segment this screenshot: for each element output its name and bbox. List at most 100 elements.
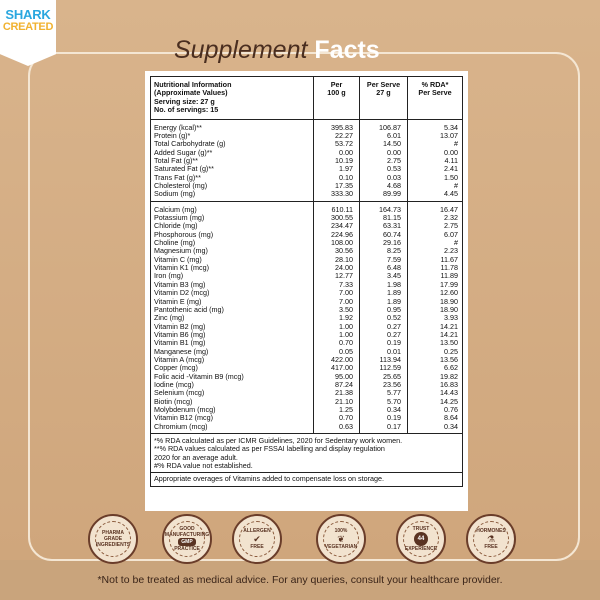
- value-per-100g: 300.55: [313, 213, 360, 223]
- page-title: Supplement Facts: [174, 36, 380, 65]
- certification-badges: PHARMA GRADE INGREDIENTS GOOD MANUFACTURIN…: [0, 514, 600, 566]
- table-row: Magnesium (mg) 30.56 8.25 2.23: [150, 246, 463, 256]
- flask-icon: HORMONES ⚗ FREE: [466, 514, 516, 564]
- value-per-100g: 610.11: [313, 201, 360, 215]
- nutrient-name: Vitamin D2 (mcg): [150, 288, 314, 298]
- value-rda: 0.76: [444, 404, 458, 414]
- value-per-100g: 17.35: [313, 181, 360, 191]
- value-rda: 14.25: [440, 396, 458, 406]
- nutrient-name: Potassium (mg): [150, 213, 314, 223]
- value-per-serve: 60.74: [359, 230, 408, 240]
- table-row: Selenium (mcg) 21.38 5.77 14.43: [150, 388, 463, 398]
- nutrient-name: Zinc (mg): [150, 313, 314, 323]
- value-per-serve: 106.87: [359, 119, 408, 132]
- value-per-serve: 0.27: [359, 330, 408, 340]
- value-per-100g: 1.00: [313, 330, 360, 340]
- nutrient-name: Copper (mcg): [150, 363, 314, 373]
- value-rda: 0.34: [407, 422, 463, 434]
- value-rda: 2.23: [444, 246, 458, 256]
- value-per-serve: 89.99: [359, 190, 408, 202]
- value-per-serve: 14.50: [359, 139, 408, 149]
- value-per-serve: 112.59: [359, 363, 408, 373]
- value-rda: 16.83: [440, 379, 458, 389]
- table-row: Vitamin B12 (mcg) 0.70 0.19 8.64: [150, 413, 463, 423]
- nutrient-name: Calcium (mg): [150, 201, 314, 215]
- nutrient-name: Vitamin B1 (mg): [150, 338, 314, 348]
- nutrient-name: Protein (g)*: [150, 131, 314, 141]
- value-rda: 18.90: [440, 304, 458, 314]
- nutrient-name: Vitamin B3 (mg): [150, 280, 314, 290]
- badge-top-text: 100%: [334, 528, 348, 534]
- value-per-serve: 0.27: [359, 322, 408, 331]
- table-row: Molybdenum (mcg) 1.25 0.34 0.76: [150, 404, 463, 415]
- value-per-serve: 4.68: [359, 181, 408, 191]
- nutrient-name: Vitamin K1 (mcg): [150, 263, 314, 273]
- value-per-serve: 0.19: [359, 413, 408, 423]
- value-rda: 14.21: [440, 321, 458, 331]
- brand-logo-line1: SHARK: [5, 7, 51, 22]
- footnote-line: **% RDA values calculated as per FSSAI l…: [154, 444, 385, 454]
- value-rda: 17.99: [440, 279, 458, 289]
- header-line: No. of servings: 15: [154, 105, 219, 115]
- table-row: Vitamin B2 (mg) 1.00 0.27 14.21: [150, 321, 463, 331]
- header-rda: % RDA* Per Serve: [407, 76, 463, 120]
- value-per-100g: 0.63: [313, 422, 360, 434]
- value-per-100g: 333.30: [313, 190, 360, 202]
- nutrient-name: Chromium (mcg): [150, 422, 314, 434]
- value-per-100g: 7.00: [313, 297, 360, 306]
- value-rda: 12.60: [440, 288, 458, 298]
- table-row: Manganese (mg) 0.05 0.01 0.25: [150, 347, 463, 356]
- nutrient-name: Chloride (mg): [150, 222, 314, 231]
- table-row: Choline (mg) 108.00 29.16 #: [150, 238, 463, 248]
- badge-bottom-text: INGREDIENTS: [95, 542, 131, 548]
- value-per-serve: 6.48: [359, 263, 408, 273]
- value-rda: 6.07: [444, 229, 458, 239]
- value-per-100g: 108.00: [313, 238, 360, 248]
- nutrient-name: Saturated Fat (g)**: [150, 164, 314, 174]
- badge-symbol: ❦: [337, 534, 345, 544]
- table-row: Energy (kcal)** 395.83 106.87 5.34: [150, 119, 463, 132]
- nutrient-name: Iodine (mcg): [150, 380, 314, 390]
- value-per-serve: 0.01: [359, 347, 408, 356]
- badge-symbol: ⚗: [486, 534, 496, 544]
- table-row: Vitamin B1 (mg) 0.70 0.19 13.50: [150, 338, 463, 348]
- value-per-serve: 1.89: [359, 297, 408, 306]
- nutrient-name: Iron (mg): [150, 272, 314, 281]
- header-line: Per: [330, 80, 343, 89]
- value-rda: 3.93: [444, 313, 458, 323]
- value-rda: 16.47: [440, 204, 458, 214]
- title-part1: Supplement: [174, 36, 308, 64]
- table-row: Vitamin D2 (mcg) 7.00 1.89 12.60: [150, 288, 463, 298]
- value-rda: 11.89: [440, 271, 458, 281]
- value-rda: 5.34: [444, 122, 458, 132]
- value-per-serve: 0.53: [359, 164, 408, 174]
- footnote-line: #% RDA value not established.: [154, 460, 253, 470]
- value-per-100g: 1.25: [313, 405, 360, 415]
- table-row: Added Sugar (g)** 0.00 0.00 0.00: [150, 148, 463, 157]
- value-rda: 14.43: [440, 388, 458, 398]
- table-row: Potassium (mg) 300.55 81.15 2.32: [150, 213, 463, 223]
- nutrient-name: Molybdenum (mcg): [150, 405, 314, 415]
- value-rda: 13.07: [440, 130, 458, 140]
- table-row: Vitamin A (mcg) 422.00 113.94 13.56: [150, 355, 463, 365]
- header-line: Per Serve: [418, 88, 452, 98]
- table-row: Folic acid -Vitamin B9 (mcg) 95.00 25.65 19…: [150, 372, 463, 381]
- footnotes: *% RDA calculated as per ICMR Guidelines…: [150, 432, 463, 487]
- value-per-100g: 0.05: [313, 347, 360, 356]
- value-per-100g: 10.19: [313, 156, 360, 166]
- value-per-100g: 7.00: [313, 288, 360, 298]
- value-per-100g: 22.27: [313, 131, 360, 141]
- header-info: Nutritional Information (Approximate Valu…: [150, 76, 314, 120]
- value-per-100g: 24.00: [313, 263, 360, 273]
- nutrient-name: Vitamin B2 (mg): [150, 322, 314, 331]
- value-rda: 2.41: [444, 164, 458, 174]
- nutrient-name: Choline (mg): [150, 238, 314, 248]
- value-per-serve: 2.75: [359, 156, 408, 166]
- nutrient-name: Total Carbohydrate (g): [150, 139, 314, 149]
- table-row: Trans Fat (g)** 0.10 0.03 1.50: [150, 173, 463, 183]
- nutrient-name: Manganese (mg): [150, 347, 314, 356]
- badge-top-text: HORMONES: [476, 528, 506, 534]
- value-per-100g: 417.00: [313, 363, 360, 373]
- brand-logo-line2: CREATED: [2, 21, 54, 33]
- value-per-100g: 0.10: [313, 173, 360, 183]
